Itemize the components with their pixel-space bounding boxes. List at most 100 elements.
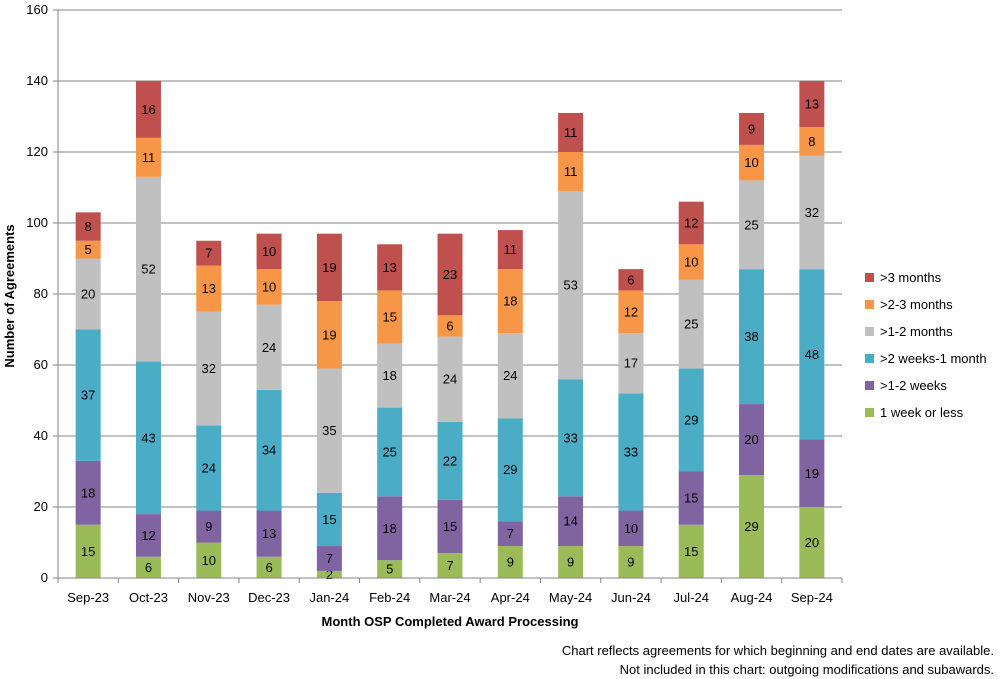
bar-segment — [196, 425, 222, 511]
bar-segment — [316, 546, 342, 571]
bar-segment — [739, 112, 765, 145]
data-label: 13 — [202, 281, 216, 296]
data-label: 16 — [141, 102, 155, 117]
data-label: 19 — [805, 466, 819, 481]
bar-segment — [739, 180, 765, 270]
y-tick-label: 20 — [34, 499, 48, 514]
x-axis-title: Month OSP Completed Award Processing — [322, 614, 579, 629]
data-label: 6 — [265, 560, 272, 575]
bar-segment — [196, 311, 222, 426]
data-label: 7 — [205, 246, 212, 261]
y-axis-title: Number of Agreements — [2, 224, 17, 367]
data-label: 25 — [744, 217, 758, 232]
legend-swatch — [865, 327, 874, 336]
data-label: 20 — [81, 287, 95, 302]
x-tick-label: Jun-24 — [611, 590, 651, 605]
data-label: 18 — [382, 521, 396, 536]
bar-segment — [377, 496, 403, 561]
data-label: 24 — [202, 460, 216, 475]
bar-segment — [678, 201, 704, 245]
bar-segment — [256, 556, 282, 578]
bar-segment — [256, 389, 282, 511]
data-label: 25 — [382, 444, 396, 459]
legend-item: >3 months — [865, 264, 987, 291]
bar-segment — [678, 279, 704, 369]
x-tick-label: May-24 — [549, 590, 592, 605]
data-label: 53 — [563, 278, 577, 293]
bar-segment — [437, 499, 463, 554]
data-label: 32 — [202, 361, 216, 376]
bar-segment — [799, 155, 825, 270]
data-label: 9 — [567, 555, 574, 570]
x-tick-label: Jul-24 — [674, 590, 709, 605]
data-label: 11 — [142, 150, 156, 165]
legend-swatch — [865, 273, 874, 282]
bar-segment — [316, 492, 342, 547]
data-label: 2 — [326, 567, 333, 582]
bar-segment — [678, 368, 704, 472]
y-tick-label: 40 — [34, 428, 48, 443]
data-label: 8 — [85, 219, 92, 234]
data-label: 15 — [382, 310, 396, 325]
data-label: 12 — [141, 528, 155, 543]
data-label: 52 — [141, 262, 155, 277]
bar-segment — [437, 336, 463, 422]
bar-segment — [739, 475, 765, 578]
bar-segment — [618, 333, 644, 394]
data-label: 9 — [627, 555, 634, 570]
footnote: Chart reflects agreements for which begi… — [562, 641, 994, 679]
data-label: 5 — [386, 562, 393, 577]
data-label: 6 — [627, 272, 634, 287]
bar-segment — [377, 560, 403, 578]
data-label: 14 — [563, 514, 577, 529]
bar-segment — [678, 471, 704, 525]
data-label: 12 — [684, 216, 698, 231]
bar-segment — [558, 112, 584, 152]
data-label: 29 — [503, 462, 517, 477]
data-label: 33 — [563, 430, 577, 445]
y-tick-label: 80 — [34, 286, 48, 301]
data-label: 35 — [322, 423, 336, 438]
data-label: 24 — [262, 340, 276, 355]
bar-segment — [75, 258, 101, 330]
data-label: 18 — [382, 368, 396, 383]
data-label: 22 — [443, 453, 457, 468]
bar-segment — [437, 315, 463, 337]
bar-segment — [75, 240, 101, 259]
legend-label: >3 months — [880, 270, 942, 285]
data-label: 15 — [81, 544, 95, 559]
bar-segment — [558, 546, 584, 578]
bar-segment — [377, 244, 403, 291]
legend-label: 1 week or less — [880, 405, 964, 420]
data-label: 10 — [744, 155, 758, 170]
data-label: 12 — [624, 304, 638, 319]
bar-segment — [437, 233, 463, 316]
bar-segment — [256, 233, 282, 270]
legend-item: >2 weeks-1 month — [865, 345, 987, 372]
bar-segment — [135, 137, 161, 177]
bar-segment — [799, 269, 825, 440]
legend-item: >2-3 months — [865, 291, 987, 318]
bar-segment — [739, 269, 765, 405]
footnote-line-2: Not included in this chart: outgoing mod… — [619, 662, 994, 677]
bar-segment — [135, 556, 161, 578]
bar-segment — [75, 329, 101, 461]
bar-segment — [377, 290, 403, 344]
x-tick-label: Dec-23 — [248, 590, 290, 605]
bar-segment — [799, 127, 825, 156]
bar-segment — [316, 233, 342, 302]
bar-segment — [799, 81, 825, 128]
bar-segment — [558, 152, 584, 192]
data-label: 29 — [744, 519, 758, 534]
data-label: 5 — [85, 242, 92, 257]
data-label: 9 — [205, 519, 212, 534]
bar-segment — [316, 570, 342, 578]
bar-segment — [316, 368, 342, 493]
data-label: 25 — [684, 317, 698, 332]
data-label: 24 — [443, 372, 457, 387]
bar-segment — [558, 191, 584, 380]
bar-segment — [618, 290, 644, 334]
y-tick-label: 0 — [41, 570, 48, 585]
x-tick-label: Nov-23 — [188, 590, 230, 605]
